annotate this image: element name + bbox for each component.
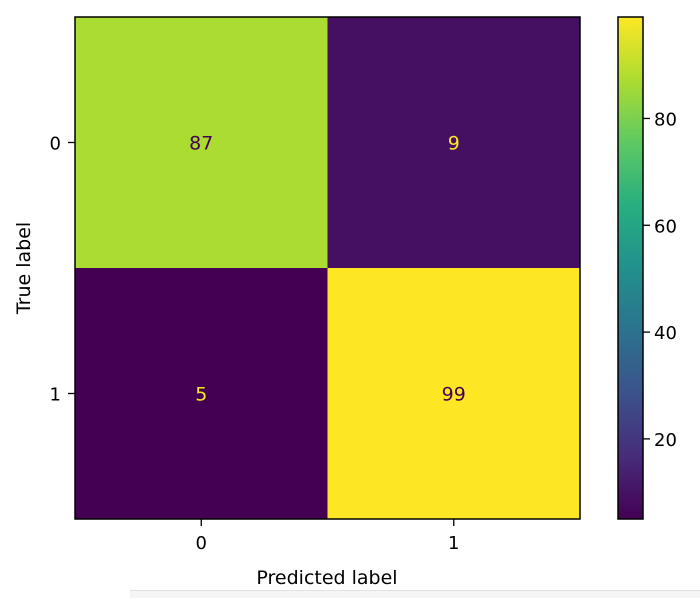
y-axis-label: True label <box>13 222 35 315</box>
x-axis-label: Predicted label <box>256 567 397 589</box>
colorbar-frame <box>617 16 644 520</box>
colorbar-gradient <box>618 17 643 519</box>
x-tick-label-0: 0 <box>196 533 207 554</box>
y-axis: 01 <box>50 134 75 406</box>
heatmap-cell-1-1 <box>327 268 581 520</box>
colorbar-tick-label-3: 80 <box>654 109 677 130</box>
colorbar-tick-label-2: 60 <box>654 216 677 237</box>
cell-value-label-1-0: 5 <box>195 384 207 406</box>
heatmap-cells <box>75 17 581 520</box>
cell-value-label-0-0: 87 <box>189 133 213 155</box>
cell-value-labels: 87 9 5 99 <box>189 133 466 406</box>
y-tick-label-0: 0 <box>50 134 61 155</box>
plot-frame <box>74 16 581 520</box>
heatmap-cell-0-1 <box>327 17 581 269</box>
cell-value-label-1-1: 99 <box>442 384 466 406</box>
colorbar-tick-label-0: 20 <box>654 430 677 451</box>
cell-value-label-0-1: 9 <box>448 133 460 155</box>
colorbar-ticks: 20 40 60 80 <box>643 109 677 451</box>
colorbar: 20 40 60 80 <box>617 16 677 520</box>
bottom-strip <box>130 590 700 598</box>
y-tick-label-1: 1 <box>50 385 61 406</box>
colorbar-tick-label-1: 40 <box>654 323 677 344</box>
heatmap-cell-1-0 <box>75 268 328 520</box>
heatmap-cell-0-0 <box>75 17 328 269</box>
x-tick-label-1: 1 <box>448 533 459 554</box>
